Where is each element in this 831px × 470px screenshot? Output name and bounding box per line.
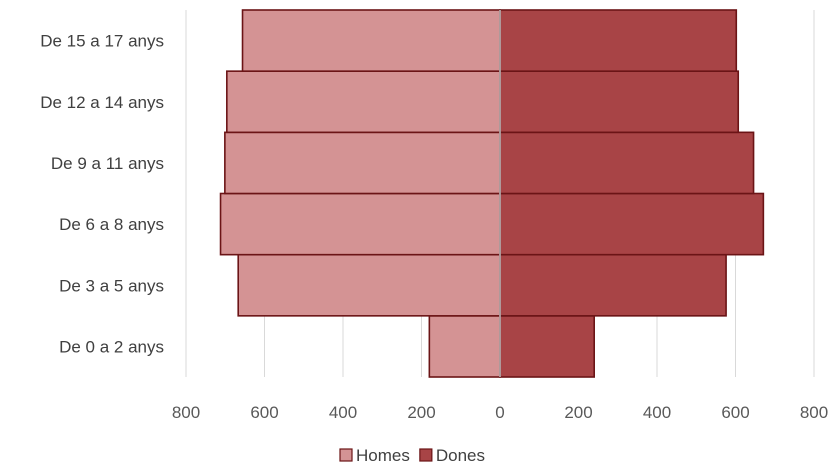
- bar-homes: [237, 253, 501, 317]
- x-tick-label: 400: [643, 403, 671, 422]
- legend-label-dones: Dones: [436, 446, 485, 465]
- bar-dones: [499, 9, 738, 72]
- category-label: De 6 a 8 anys: [59, 215, 164, 234]
- x-tick-label: 600: [721, 403, 749, 422]
- x-tick-label: 400: [329, 403, 357, 422]
- bar-homes: [241, 9, 501, 72]
- x-tick-label: 800: [800, 403, 828, 422]
- x-tick-label: 0: [495, 403, 504, 422]
- bar-dones: [499, 315, 595, 378]
- category-labels: De 0 a 2 anys De 3 a 5 anys De 6 a 8 anys D…: [40, 32, 164, 357]
- category-label: De 9 a 11 anys: [51, 154, 164, 173]
- category-label: De 12 a 14 anys: [40, 93, 164, 112]
- bar-homes: [226, 70, 501, 134]
- legend-swatch-dones: [419, 448, 433, 462]
- bars: [219, 9, 765, 378]
- x-tick-label: 800: [172, 403, 200, 422]
- bar-dones: [499, 131, 755, 195]
- bar-homes: [224, 131, 501, 195]
- legend-label-homes: Homes: [356, 446, 410, 465]
- legend: Homes Dones: [339, 446, 485, 465]
- category-label: De 15 a 17 anys: [40, 32, 164, 51]
- legend-swatch-homes: [339, 448, 353, 462]
- x-tick-label: 600: [250, 403, 278, 422]
- bar-dones: [499, 70, 740, 134]
- bar-homes: [428, 315, 501, 378]
- x-tick-label: 200: [407, 403, 435, 422]
- bar-homes: [219, 192, 501, 256]
- category-label: De 3 a 5 anys: [59, 276, 164, 295]
- bar-dones: [499, 253, 727, 317]
- x-tick-label: 200: [564, 403, 592, 422]
- x-tick-labels: 800 600 400 200 0 200 400 600 800: [172, 403, 828, 422]
- bar-dones: [499, 192, 765, 256]
- category-label: De 0 a 2 anys: [59, 337, 164, 356]
